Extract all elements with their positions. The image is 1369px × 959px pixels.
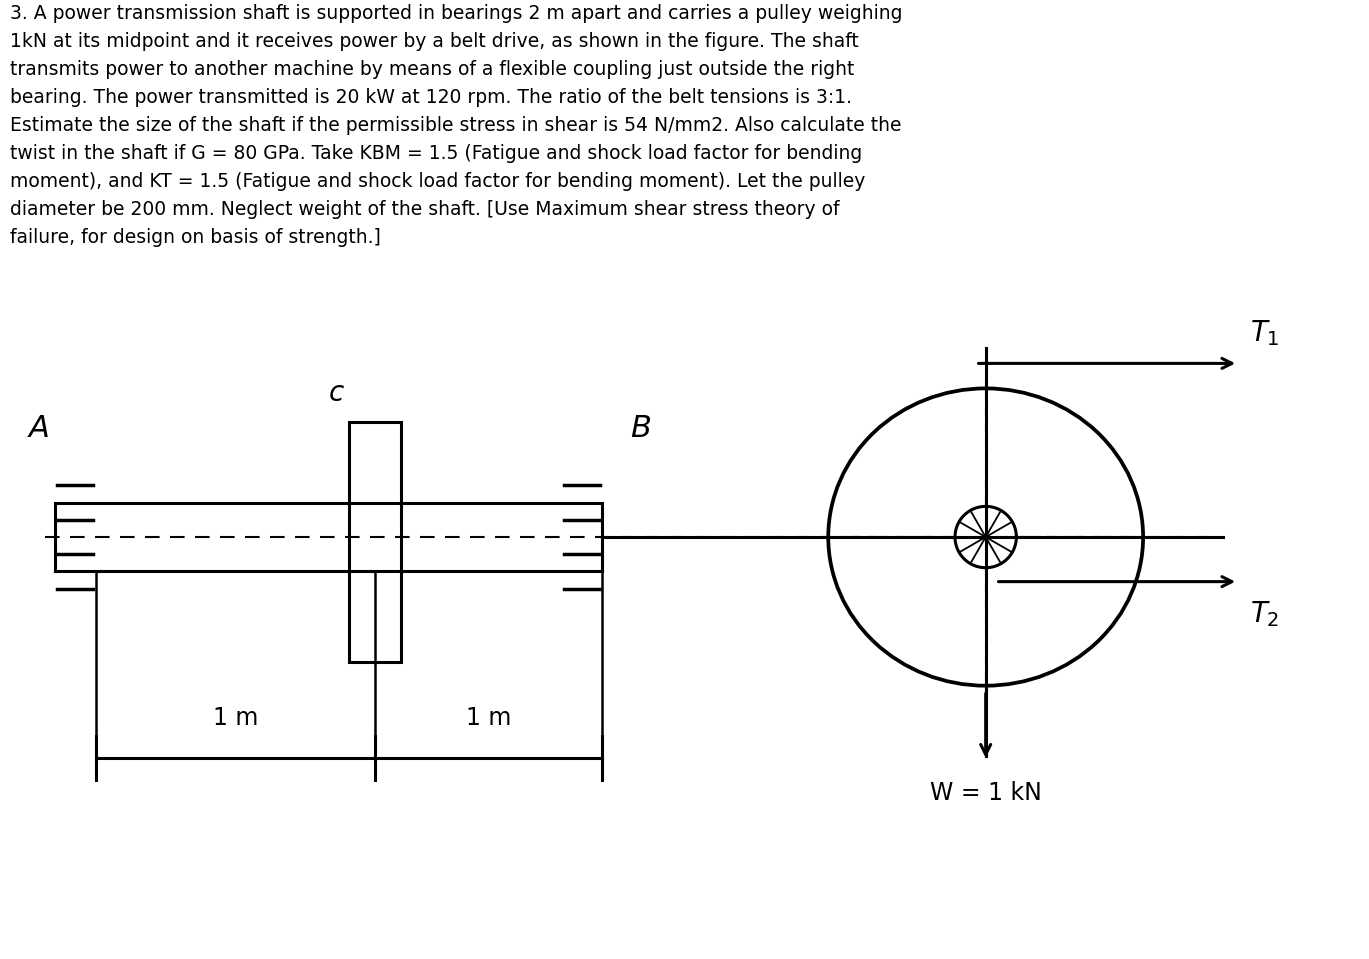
Text: 1 m: 1 m xyxy=(212,706,259,730)
Bar xyxy=(349,422,401,662)
Text: c: c xyxy=(329,379,344,407)
Text: W = 1 kN: W = 1 kN xyxy=(930,781,1042,805)
Text: $T_1$: $T_1$ xyxy=(1250,318,1280,348)
Text: A: A xyxy=(29,414,49,443)
Text: 3. A power transmission shaft is supported in bearings 2 m apart and carries a p: 3. A power transmission shaft is support… xyxy=(10,4,902,247)
Text: B: B xyxy=(630,414,650,443)
Text: $T_2$: $T_2$ xyxy=(1250,599,1280,629)
Text: 1 m: 1 m xyxy=(465,706,512,730)
